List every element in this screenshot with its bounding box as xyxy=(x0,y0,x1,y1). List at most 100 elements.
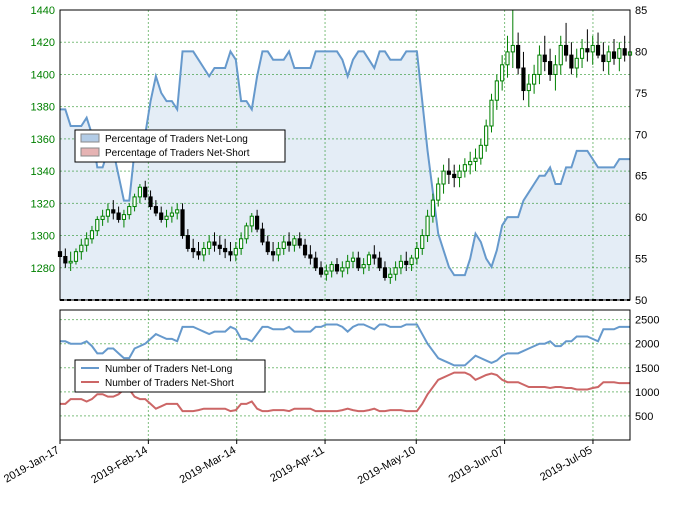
x-tick-label: 2019-May-10 xyxy=(356,444,418,487)
candle-body xyxy=(421,236,424,249)
candle-body xyxy=(96,219,99,230)
candle-body xyxy=(282,242,285,248)
candle-body xyxy=(527,84,530,90)
candle-body xyxy=(570,55,573,68)
candle-body xyxy=(165,216,168,219)
candle-body xyxy=(442,171,445,184)
candle-body xyxy=(357,258,360,268)
candle-body xyxy=(192,248,195,251)
legend-label: Number of Traders Net-Short xyxy=(105,378,234,389)
candle-body xyxy=(138,187,141,197)
x-tick-label: 2019-Jun-07 xyxy=(447,444,507,485)
candle-body xyxy=(176,210,179,213)
candle-body xyxy=(426,216,429,235)
candle-body xyxy=(154,207,157,213)
candle-body xyxy=(69,261,72,263)
candle-body xyxy=(458,171,461,177)
candle-body xyxy=(596,45,599,55)
y-left-tick: 1440 xyxy=(31,5,55,17)
candle-body xyxy=(234,248,237,254)
candle-body xyxy=(277,248,280,254)
candle-body xyxy=(170,213,173,216)
candle-body xyxy=(208,242,211,248)
x-tick-label: 2019-Apr-11 xyxy=(268,444,326,485)
candle-body xyxy=(485,126,488,145)
financial-chart: 1280130013201340136013801400142014405055… xyxy=(0,0,680,513)
candle-body xyxy=(101,216,104,219)
candle-body xyxy=(501,65,504,81)
candle-body xyxy=(373,255,376,258)
legend-label: Number of Traders Net-Long xyxy=(105,364,232,375)
candle-body xyxy=(612,52,615,58)
candle-body xyxy=(160,213,163,219)
legend-swatch xyxy=(81,148,99,156)
candle-body xyxy=(325,271,328,274)
y-right-tick-bottom: 1500 xyxy=(635,363,659,375)
candle-body xyxy=(549,62,552,75)
candle-body xyxy=(128,207,131,215)
candle-body xyxy=(383,268,386,278)
candle-body xyxy=(303,245,306,255)
candle-body xyxy=(543,55,546,61)
candle-body xyxy=(362,265,365,268)
candle-body xyxy=(298,239,301,245)
x-tick-label: 2019-Feb-14 xyxy=(89,444,150,486)
candle-body xyxy=(197,252,200,255)
candle-body xyxy=(437,184,440,200)
y-right-tick: 65 xyxy=(635,171,647,183)
net-long-count-line xyxy=(60,324,630,365)
y-left-tick: 1300 xyxy=(31,231,55,243)
candle-body xyxy=(580,49,583,59)
candle-body xyxy=(261,229,264,242)
y-left-tick: 1320 xyxy=(31,198,55,210)
candle-body xyxy=(181,210,184,236)
candle-body xyxy=(389,274,392,277)
candle-body xyxy=(272,252,275,255)
candle-body xyxy=(506,52,509,65)
candle-body xyxy=(586,49,589,52)
y-right-tick-bottom: 1000 xyxy=(635,387,659,399)
candle-body xyxy=(144,187,147,197)
candle-body xyxy=(122,215,125,220)
y-left-tick: 1380 xyxy=(31,102,55,114)
candle-body xyxy=(415,248,418,258)
y-left-tick: 1280 xyxy=(31,263,55,275)
candle-body xyxy=(463,165,466,171)
candle-body xyxy=(256,216,259,229)
candle-body xyxy=(495,81,498,100)
candle-body xyxy=(538,55,541,74)
candle-body xyxy=(511,45,514,51)
y-left-tick: 1420 xyxy=(31,37,55,49)
candle-body xyxy=(341,268,344,271)
y-right-tick: 50 xyxy=(635,295,647,307)
candle-body xyxy=(367,255,370,265)
candle-body xyxy=(469,161,472,164)
candle-body xyxy=(591,45,594,51)
candle-body xyxy=(447,171,450,174)
chart-svg: 1280130013201340136013801400142014405055… xyxy=(0,0,680,513)
candle-body xyxy=(405,261,408,264)
candle-body xyxy=(149,197,152,207)
candle-body xyxy=(602,55,605,61)
y-right-tick: 70 xyxy=(635,129,647,141)
candle-body xyxy=(378,258,381,268)
y-left-tick: 1400 xyxy=(31,69,55,81)
candle-body xyxy=(293,239,296,245)
candle-body xyxy=(106,210,109,216)
candle-body xyxy=(245,226,248,239)
candle-body xyxy=(309,255,312,258)
candle-body xyxy=(559,45,562,64)
candle-body xyxy=(474,158,477,161)
y-right-tick-bottom: 2500 xyxy=(635,315,659,327)
candle-body xyxy=(266,242,269,252)
candle-body xyxy=(218,245,221,248)
candle-body xyxy=(533,74,536,84)
candle-body xyxy=(623,49,626,55)
candle-body xyxy=(394,268,397,274)
candle-body xyxy=(287,242,290,245)
y-right-tick-bottom: 500 xyxy=(635,411,653,423)
candle-body xyxy=(522,68,525,91)
candle-body xyxy=(346,261,349,267)
candle-body xyxy=(399,261,402,267)
candle-body xyxy=(410,258,413,264)
